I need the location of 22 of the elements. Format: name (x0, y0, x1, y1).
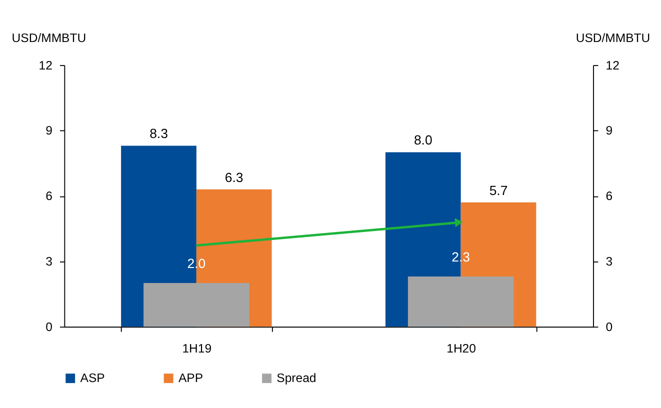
y-tick-label: 12 (38, 58, 53, 72)
x-tick-label: 1H20 (446, 342, 476, 356)
y2-tick-label: 12 (606, 58, 620, 72)
y2-tick-label: 6 (606, 189, 613, 204)
x-tick-label: 1H19 (182, 342, 212, 356)
data-label: 8.0 (414, 132, 432, 148)
legend-label: ASP (80, 371, 105, 386)
y-tick-label: 9 (46, 124, 53, 138)
legend-label: Spread (276, 371, 316, 386)
y-tick-label: 3 (46, 254, 53, 269)
data-label: 2.3 (452, 249, 470, 264)
y-tick-label: 0 (46, 320, 53, 334)
y2-tick-label: 9 (606, 124, 613, 138)
y2-tick-label: 3 (606, 254, 613, 269)
data-label: 5.7 (489, 182, 508, 198)
y-axis-title: USD/MMBTU (12, 30, 86, 45)
data-label: 8.3 (150, 126, 168, 142)
y-tick-label: 6 (46, 189, 53, 204)
y2-tick-label: 0 (606, 320, 613, 334)
legend-label: APP (178, 371, 204, 386)
y2-axis-title: USD/MMBTU (576, 30, 650, 45)
data-label: 6.3 (224, 170, 244, 185)
